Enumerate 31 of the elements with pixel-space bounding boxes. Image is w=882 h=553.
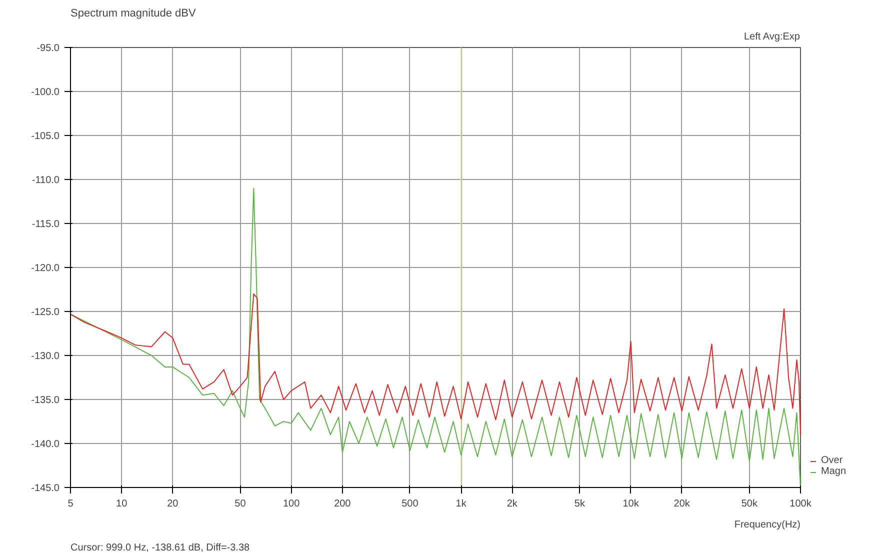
y-tick-label: -115.0 <box>32 219 60 230</box>
x-tick-label: 5k <box>574 498 586 510</box>
x-tick-label: 500 <box>402 498 419 510</box>
text: Cursor: 999.0 Hz, -138.61 dB, Diff=-3.38 <box>70 542 250 553</box>
y-tick-label: -125.0 <box>31 307 60 318</box>
y-tick-label: -95.0 <box>36 43 60 54</box>
chart-title: Spectrum magnitude dBV <box>70 8 197 20</box>
x-tick-label: 20k <box>674 498 691 510</box>
y-tick-label: -140.0 <box>31 439 60 450</box>
x-tick-label: 5 <box>68 498 74 510</box>
x-tick-label: 100 <box>282 498 300 510</box>
x-tick-label: 100k <box>790 498 812 510</box>
x-tick-label: 2k <box>506 498 518 510</box>
x-axis-title: Frequency(Hz) <box>734 520 801 530</box>
legend-label: Magn <box>821 466 846 477</box>
x-tick-label: 1k <box>456 498 468 510</box>
y-tick-label: -145.0 <box>31 483 60 494</box>
text: Left Avg:Exp <box>744 32 800 42</box>
y-tick-label: -105.0 <box>31 131 60 142</box>
y-tick-label: -120.0 <box>31 263 60 274</box>
y-tick-label: -135.0 <box>31 395 60 406</box>
x-tick-label: 50 <box>234 498 246 510</box>
x-tick-label: 20 <box>167 498 179 510</box>
y-tick-label: -100.0 <box>31 87 60 98</box>
y-tick-label: -110.0 <box>32 175 60 186</box>
x-tick-label: 50k <box>741 498 758 510</box>
x-tick-label: 10k <box>622 498 640 510</box>
legend-label: Over <box>821 455 843 466</box>
x-tick-label: 200 <box>334 498 352 510</box>
x-tick-label: 10 <box>116 498 128 510</box>
y-tick-label: -130.0 <box>31 351 60 362</box>
